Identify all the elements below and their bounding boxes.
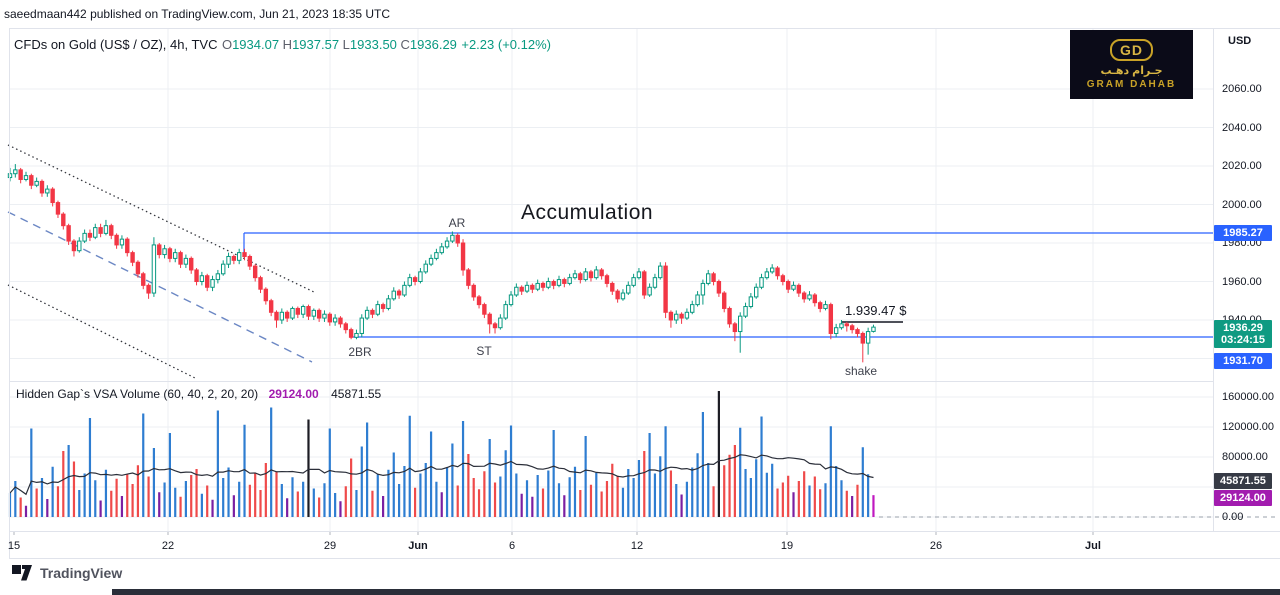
price-axis-separator[interactable] <box>1213 28 1214 531</box>
attribution-text: saeedmaan442 published on TradingView.co… <box>4 7 391 21</box>
pane-separator[interactable] <box>9 381 1213 382</box>
ohlc-values: O1934.07 H1937.57 L1933.50 C1936.29 <box>222 36 457 53</box>
annotation-shake[interactable]: shake <box>844 364 878 378</box>
annotation-ar[interactable]: AR <box>448 216 466 230</box>
volume-tick-label: 120000.00 <box>1222 421 1274 433</box>
volume-ma-label: 29124.00 <box>1214 490 1272 506</box>
indicator-title[interactable]: Hidden Gap`s VSA Volume (60, 40, 2, 20, … <box>16 387 259 401</box>
ohlc-value: 1933.50 <box>349 37 397 52</box>
widget-top-border <box>9 28 1280 29</box>
time-tick-label: 29 <box>323 540 337 552</box>
bar-countdown: 03:24:15 <box>1220 334 1266 346</box>
ohlc-value: 1936.29 <box>409 37 457 52</box>
ohlc-key: O <box>221 37 233 52</box>
time-tick-label: 19 <box>780 540 794 552</box>
gram-dahab-monogram-icon: GD <box>1110 39 1153 61</box>
volume-tick-label: 0.00 <box>1222 511 1244 523</box>
annotation-accumulation[interactable]: Accumulation <box>521 201 654 224</box>
volume-value-label: 45871.55 <box>1214 473 1272 489</box>
channel-upper-line <box>7 144 317 294</box>
gram-dahab-arabic-text: جـرام دهـب <box>1100 65 1163 77</box>
widget-bottom-border <box>9 558 1280 559</box>
top-line-price-label: 1985.27 <box>1214 225 1272 241</box>
time-axis-separator <box>9 531 1280 532</box>
symbol-header: CFDs on Gold (US$ / OZ), 4h, TVC O1934.0… <box>14 36 551 54</box>
last-price-value: 1936.29 <box>1223 322 1263 334</box>
ohlc-value: 1934.07 <box>232 37 280 52</box>
gram-dahab-name: GRAM DAHAB <box>1086 79 1177 90</box>
annotation-2br[interactable]: 2BR <box>348 345 372 359</box>
time-tick-label: 22 <box>161 540 175 552</box>
indicator-ma-value: 29124.00 <box>268 387 319 401</box>
channel-mid-line <box>7 211 313 363</box>
volume-tick-label: 80000.00 <box>1222 451 1268 463</box>
volume-tick-label: 160000.00 <box>1222 391 1274 403</box>
ohlc-key: C <box>396 37 410 52</box>
time-tick-label: Jun <box>408 540 428 552</box>
volume-bars-group <box>8 391 875 517</box>
change-value: +2.23 (+0.12%) <box>461 37 551 52</box>
bottom-line-price-label: 1931.70 <box>1214 353 1272 369</box>
ohlc-value: 1937.57 <box>292 37 340 52</box>
indicator-volume-value: 45871.55 <box>331 387 382 401</box>
time-tick-label: 15 <box>7 540 21 552</box>
ohlc-key: L <box>339 37 350 52</box>
price-tick-label: 2020.00 <box>1222 160 1262 172</box>
candles-group <box>7 164 876 363</box>
tradingview-logo-icon[interactable] <box>12 565 33 581</box>
annotation-price-note[interactable]: 1.939.47 $ <box>845 303 907 318</box>
time-tick-label: 6 <box>508 540 516 552</box>
symbol-title[interactable]: CFDs on Gold (US$ / OZ), 4h, TVC <box>14 37 218 52</box>
last-price-label: 1936.29 03:24:15 <box>1214 320 1272 348</box>
tradingview-brand-text[interactable]: TradingView <box>40 565 123 581</box>
time-tick-label: Jul <box>1085 540 1101 552</box>
indicator-header: Hidden Gap`s VSA Volume (60, 40, 2, 20, … <box>16 385 381 403</box>
currency-label[interactable]: USD <box>1228 35 1252 47</box>
volume-ma-line <box>9 454 874 496</box>
ohlc-key: H <box>279 37 293 52</box>
widget-left-border <box>9 28 10 558</box>
time-tick-label: 12 <box>630 540 644 552</box>
time-tick-label: 26 <box>929 540 943 552</box>
price-tick-label: 2040.00 <box>1222 121 1262 134</box>
gram-dahab-logo: GD جـرام دهـب GRAM DAHAB <box>1070 30 1193 99</box>
price-tick-label: 2000.00 <box>1222 198 1262 211</box>
channel-lower-line <box>7 284 198 380</box>
price-tick-label: 1960.00 <box>1222 275 1262 288</box>
bottom-bar <box>112 589 1280 595</box>
footer: TradingView <box>12 565 122 581</box>
annotation-st[interactable]: ST <box>476 344 492 358</box>
price-tick-label: 2060.00 <box>1222 83 1262 95</box>
